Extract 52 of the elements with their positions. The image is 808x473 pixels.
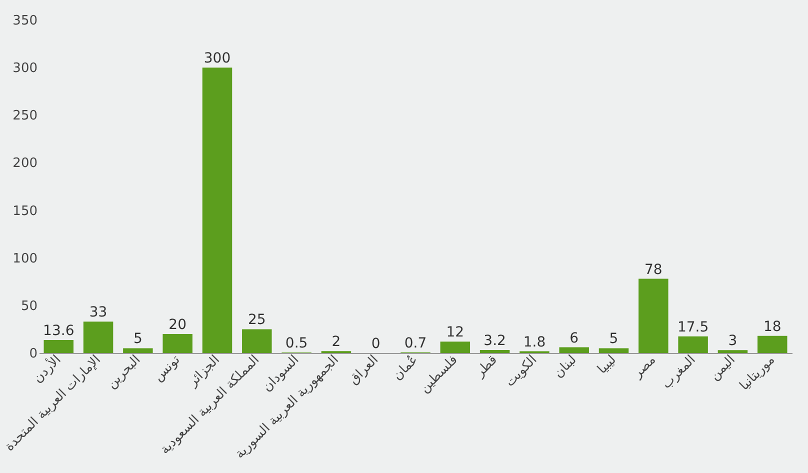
- data-label: 0.7: [404, 335, 427, 352]
- data-label: 0: [371, 336, 380, 352]
- x-tick-label: مصر: [630, 352, 660, 382]
- x-tick-label: اليمن: [707, 352, 738, 384]
- data-label: 33: [89, 304, 108, 321]
- bar: [638, 278, 668, 353]
- x-tick-label: ليبيا: [594, 352, 620, 378]
- x-tick-label: موريتانيا: [737, 352, 778, 394]
- y-tick-label: 100: [12, 251, 38, 266]
- y-tick-label: 0: [29, 346, 38, 362]
- data-label: 17.5: [677, 319, 709, 336]
- bar: [123, 348, 153, 353]
- data-label: 13.6: [43, 323, 74, 340]
- bar: [598, 348, 629, 353]
- bar: [718, 350, 748, 353]
- y-tick-label: 50: [20, 298, 38, 314]
- y-tick-label: 350: [12, 14, 38, 28]
- bar: [44, 340, 74, 353]
- data-label: 12: [446, 324, 464, 341]
- bar: [678, 336, 708, 353]
- y-tick-label: 150: [12, 204, 38, 219]
- data-label: 3.2: [484, 332, 506, 349]
- bar: [559, 347, 589, 353]
- bar: [440, 342, 470, 353]
- data-label: 5: [609, 331, 618, 348]
- y-tick-label: 300: [12, 61, 38, 76]
- data-label: 2: [332, 334, 341, 350]
- data-label: 6: [570, 330, 579, 346]
- x-tick-label: العراق: [346, 352, 382, 388]
- y-tick-label: 250: [12, 108, 38, 124]
- bar: [480, 350, 510, 353]
- x-tick-label: قطر: [472, 352, 500, 381]
- x-tick-label: المغرب: [659, 352, 699, 392]
- bar: [83, 322, 114, 353]
- data-label: 300: [204, 50, 231, 67]
- x-tick-label: الكويت: [502, 352, 540, 390]
- data-label: 1.8: [523, 334, 546, 350]
- data-label: 18: [763, 318, 782, 335]
- bar: [758, 336, 788, 353]
- x-tick-label: لبنان: [551, 352, 580, 382]
- bar: [202, 68, 232, 353]
- data-label: 3: [728, 333, 738, 350]
- data-label: 5: [133, 331, 142, 348]
- data-label: 25: [248, 312, 266, 328]
- x-tick-label: تونس: [151, 352, 184, 385]
- bar: [162, 334, 192, 353]
- data-label: 78: [644, 262, 662, 278]
- x-tick-label: البحرين: [104, 352, 144, 392]
- data-label: 20: [168, 316, 186, 333]
- data-label: 0.5: [285, 336, 308, 352]
- y-tick-label: 200: [12, 156, 38, 172]
- bar: [242, 329, 272, 353]
